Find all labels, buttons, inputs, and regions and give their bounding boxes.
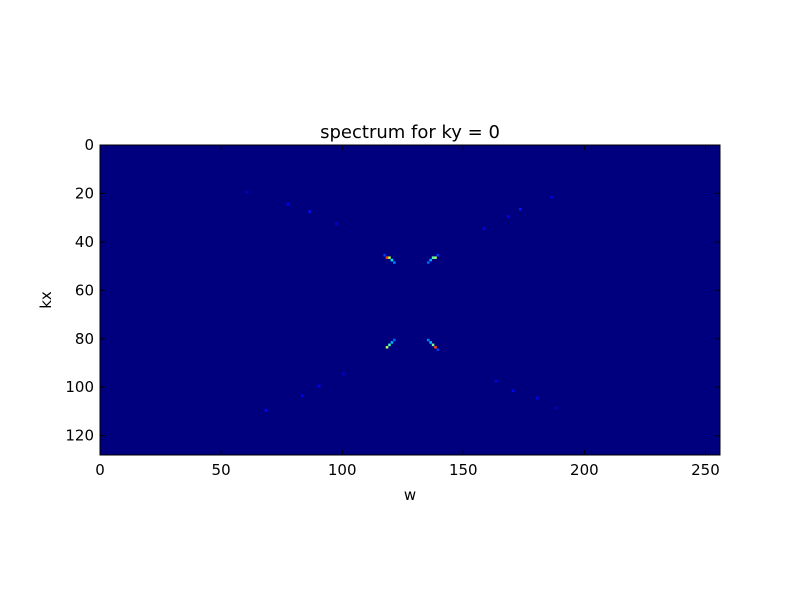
plot-frame — [99, 144, 721, 456]
heatmap-cell — [308, 210, 311, 213]
heatmap-cell — [434, 346, 437, 349]
heatmap-cells — [245, 191, 558, 412]
heatmap-cell — [388, 256, 391, 259]
y-tick-label: 120 — [65, 427, 94, 445]
heatmap-cell — [393, 338, 396, 342]
x-axis-ticks: 0 50 100 150 200 250 — [95, 145, 720, 479]
x-axis-label: w — [404, 486, 416, 504]
heatmap-cell — [436, 253, 440, 257]
heatmap-cell — [301, 394, 304, 397]
heatmap-cell — [429, 341, 432, 344]
y-tick-label: 0 — [84, 136, 94, 154]
heatmap-cell — [385, 256, 389, 259]
heatmap-cell — [506, 215, 510, 218]
heatmap-cell — [334, 222, 338, 226]
heatmap-cell — [555, 406, 558, 410]
heatmap-cell — [511, 389, 515, 393]
x-tick-label: 0 — [95, 461, 105, 479]
y-axis-label: kx — [37, 291, 55, 309]
heatmap-cell — [550, 195, 554, 199]
heatmap-cell — [286, 203, 290, 206]
heatmap-cell — [494, 379, 498, 383]
heatmap-cell — [482, 227, 486, 230]
y-tick-label: 20 — [75, 184, 94, 202]
heatmap-cell — [431, 256, 435, 259]
heatmap-cell — [426, 338, 430, 342]
y-axis-ticks: 0 20 40 60 80 100 120 — [65, 136, 720, 445]
heatmap-cell — [245, 191, 248, 194]
heatmap-background — [100, 145, 720, 455]
heatmap-cell — [436, 348, 440, 351]
y-tick-label: 40 — [75, 233, 94, 251]
y-tick-label: 80 — [75, 330, 94, 348]
heatmap-cell — [429, 258, 432, 262]
x-tick-label: 100 — [328, 461, 357, 479]
heatmap-cell — [426, 261, 430, 264]
heatmap-cell — [383, 253, 386, 257]
heatmap-cell — [535, 396, 539, 400]
x-tick-label: 50 — [212, 461, 231, 479]
heatmap-cell — [390, 341, 394, 344]
y-tick-label: 60 — [75, 281, 94, 299]
heatmap-cell — [264, 408, 268, 412]
x-tick-label: 200 — [570, 461, 599, 479]
heatmap-cell — [393, 261, 396, 264]
heatmap-cell — [434, 256, 437, 259]
chart-title: spectrum for ky = 0 — [320, 122, 500, 143]
heatmap-cell — [518, 207, 522, 211]
heatmap-cell — [342, 372, 345, 376]
heatmap-cell — [388, 343, 391, 347]
y-tick-label: 100 — [65, 378, 94, 396]
heatmap-cell — [385, 346, 389, 349]
heatmap-cell — [431, 343, 435, 347]
heatmap-cell — [317, 384, 321, 388]
x-tick-label: 250 — [691, 461, 720, 479]
heatmap-cell — [390, 258, 394, 262]
x-tick-label: 150 — [449, 461, 478, 479]
